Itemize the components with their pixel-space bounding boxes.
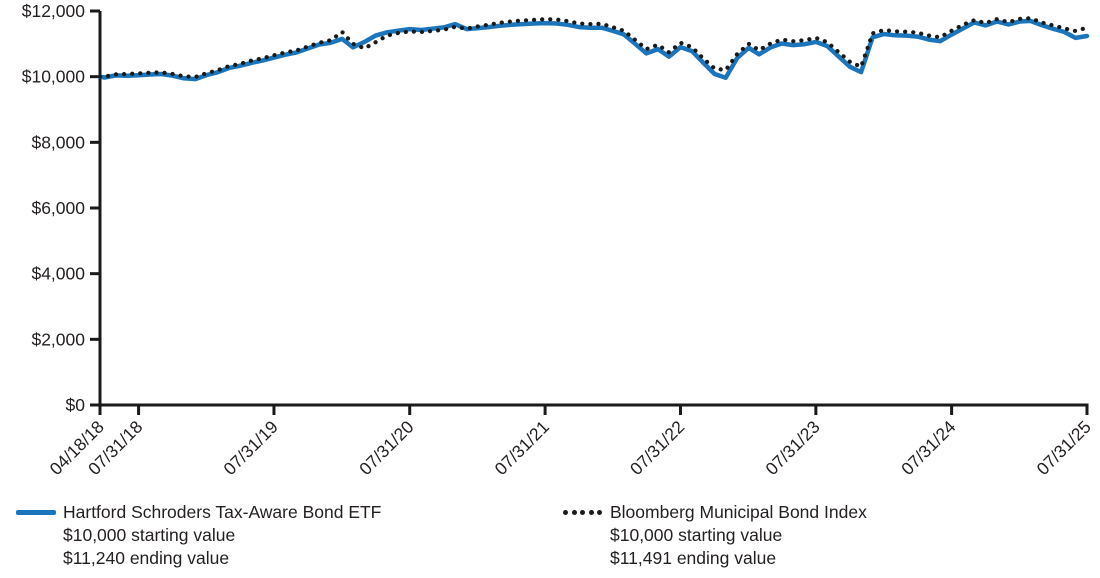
etf-starting-value: $10,000 starting value bbox=[63, 525, 236, 545]
x-axis-tick-label: 07/31/19 bbox=[219, 417, 281, 479]
y-axis-tick-label: $6,000 bbox=[31, 198, 85, 218]
y-axis-tick-label: $8,000 bbox=[31, 132, 85, 152]
y-axis-tick-label: $0 bbox=[66, 395, 86, 415]
y-axis-tick-label: $12,000 bbox=[22, 1, 86, 21]
index-series-name: Bloomberg Municipal Bond Index bbox=[610, 502, 867, 522]
x-axis-tick-label: 07/31/24 bbox=[897, 417, 959, 479]
x-axis-tick-label: 07/31/22 bbox=[626, 417, 688, 479]
y-axis-tick-label: $4,000 bbox=[31, 264, 85, 284]
index-ending-value: $11,491 ending value bbox=[610, 548, 777, 568]
etf-line bbox=[97, 18, 1090, 82]
y-axis-tick-label: $2,000 bbox=[31, 329, 85, 349]
y-axis-tick-label: $10,000 bbox=[22, 67, 86, 87]
x-axis-tick-label: 07/31/20 bbox=[355, 417, 417, 479]
legend-item-etf: Hartford Schroders Tax-Aware Bond ETF $1… bbox=[16, 501, 381, 570]
etf-series-name: Hartford Schroders Tax-Aware Bond ETF bbox=[63, 502, 382, 522]
index-dotted-swatch bbox=[563, 510, 610, 515]
x-axis-tick-label: 07/31/23 bbox=[761, 417, 823, 479]
index-line bbox=[97, 16, 1090, 80]
x-axis-tick-label: 07/31/25 bbox=[1033, 417, 1095, 479]
etf-line-swatch bbox=[16, 510, 63, 515]
x-axis-tick-label: 07/31/21 bbox=[491, 417, 553, 479]
legend-item-index: Bloomberg Municipal Bond Index $10,000 s… bbox=[563, 501, 867, 570]
index-starting-value: $10,000 starting value bbox=[610, 525, 783, 545]
etf-ending-value: $11,240 ending value bbox=[63, 548, 230, 568]
